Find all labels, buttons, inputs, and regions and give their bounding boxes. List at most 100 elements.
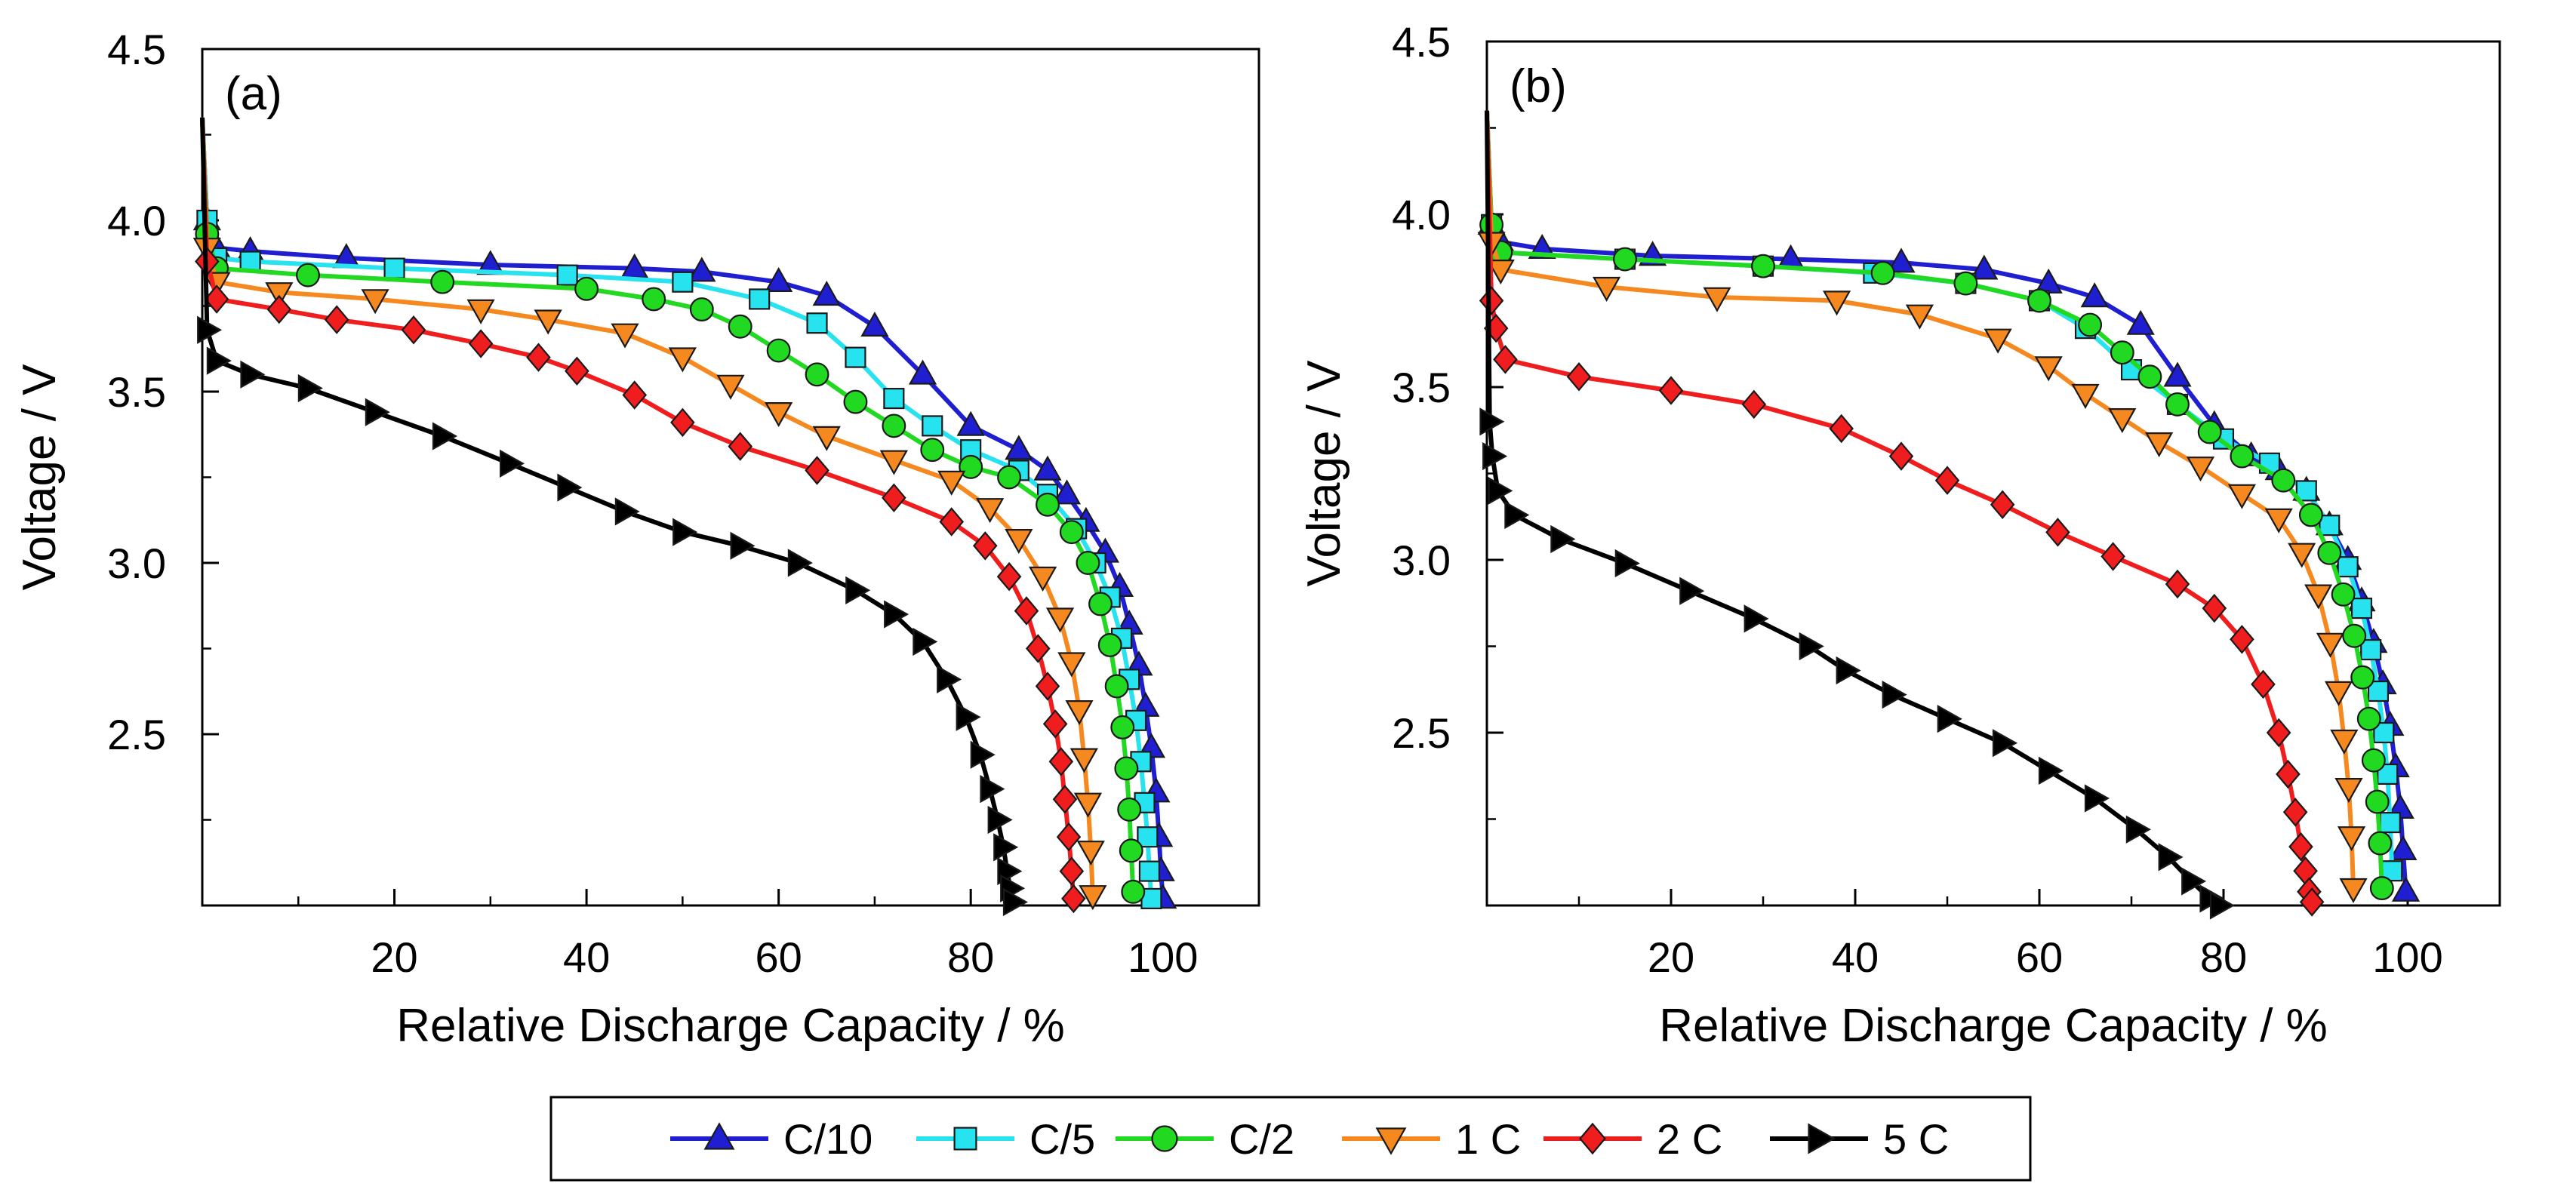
legend-label: 1 C [1455, 1115, 1521, 1163]
data-point [2101, 542, 2125, 571]
data-point [689, 297, 714, 321]
data-point [845, 576, 871, 604]
data-point [2319, 515, 2341, 536]
data-point [1992, 729, 2018, 758]
data-point [1005, 528, 1033, 555]
data-point [1823, 291, 1851, 316]
data-point [383, 257, 405, 279]
legend-item: 1 C [1342, 1115, 1521, 1163]
data-point [882, 414, 906, 438]
data-point [1486, 260, 1515, 285]
data-point [716, 374, 745, 400]
series-line [1485, 110, 2356, 889]
data-point [1887, 247, 1916, 273]
data-point [1937, 705, 1962, 733]
data-point [959, 454, 983, 479]
data-point [1743, 604, 1769, 633]
data-point [2288, 543, 2316, 568]
data-point [2230, 625, 2254, 654]
data-point [2264, 508, 2293, 533]
data-point [265, 282, 294, 308]
data-point [2034, 356, 2063, 382]
panel-label: (a) [225, 68, 282, 120]
data-point [976, 498, 1005, 524]
legend-item: 5 C [1770, 1115, 1949, 1163]
data-point [2361, 748, 2386, 773]
series-line [200, 117, 1076, 899]
x-tick-label: 20 [371, 933, 417, 981]
data-point [2197, 420, 2222, 444]
data-point [787, 549, 813, 577]
data-point [401, 315, 426, 345]
data-point [2163, 361, 2192, 387]
series-2-c [1479, 110, 2325, 917]
data-point [556, 264, 578, 286]
data-point [1079, 885, 1107, 911]
data-point [565, 356, 589, 386]
data-point [1482, 442, 1508, 471]
data-point [1035, 672, 1060, 701]
data-point [1110, 715, 1135, 739]
data-point [956, 410, 985, 436]
data-point [972, 531, 998, 561]
y-tick-label: 3.5 [107, 368, 166, 416]
legend-label: C/5 [1029, 1115, 1095, 1163]
series-c-5 [196, 117, 1162, 909]
data-point [937, 470, 966, 496]
data-point [668, 347, 697, 373]
data-point [2110, 340, 2134, 365]
data-point [2271, 468, 2296, 493]
data-point [2186, 457, 2215, 482]
data-point [812, 281, 841, 306]
data-point [2126, 309, 2155, 335]
data-point [296, 263, 320, 287]
data-point [1934, 466, 1960, 495]
data-point [1104, 674, 1129, 699]
data-point [805, 456, 829, 485]
data-point [2137, 364, 2162, 389]
data-point [1970, 254, 1999, 280]
data-point [2251, 669, 2276, 699]
data-point [642, 287, 666, 312]
data-point [1065, 699, 1094, 726]
panel-a: 2.5 3.0 3.5 4.0 4.5 20 40 60 80 100 Relative Disch… [14, 26, 1260, 1052]
x-tick-label: 80 [2200, 933, 2247, 981]
data-point [672, 518, 698, 546]
data-point [1052, 784, 1078, 814]
y-axis-title: Voltage / V [1298, 360, 1350, 587]
x-axis-title: Relative Discharge Capacity / % [396, 1000, 1065, 1052]
x-tick-label: 60 [2016, 933, 2063, 981]
data-point [1488, 476, 1513, 505]
data-point [2078, 312, 2103, 337]
series-line [200, 117, 1095, 896]
series-line [1485, 110, 2221, 908]
data-point [2368, 831, 2393, 856]
data-point [2181, 867, 2207, 896]
data-point [1905, 304, 1934, 330]
series-1-c [1477, 110, 2368, 903]
data-point [204, 284, 229, 314]
data-point [879, 450, 908, 475]
data-point [882, 483, 906, 513]
data-point [1550, 524, 1576, 554]
data-point [2379, 812, 2401, 834]
data-point [1042, 709, 1068, 739]
data-point [2202, 593, 2227, 623]
data-point [365, 398, 390, 426]
data-point [432, 422, 457, 450]
x-tick-label: 40 [1832, 933, 1879, 981]
data-point [1566, 361, 1592, 392]
data-point [1888, 441, 1914, 471]
data-point [197, 315, 223, 344]
data-point [1117, 797, 1142, 822]
x-tick-label: 100 [2372, 933, 2442, 981]
data-point [1036, 492, 1060, 517]
plot-frame [201, 48, 1260, 907]
data-point [1799, 632, 1824, 661]
data-point [2369, 876, 2394, 901]
data-point [468, 329, 494, 358]
data-point [1953, 271, 1978, 296]
data-point [1119, 838, 1143, 863]
y-tick-label: 4.0 [107, 197, 166, 244]
x-axis-title: Relative Discharge Capacity / % [1659, 1000, 2328, 1052]
